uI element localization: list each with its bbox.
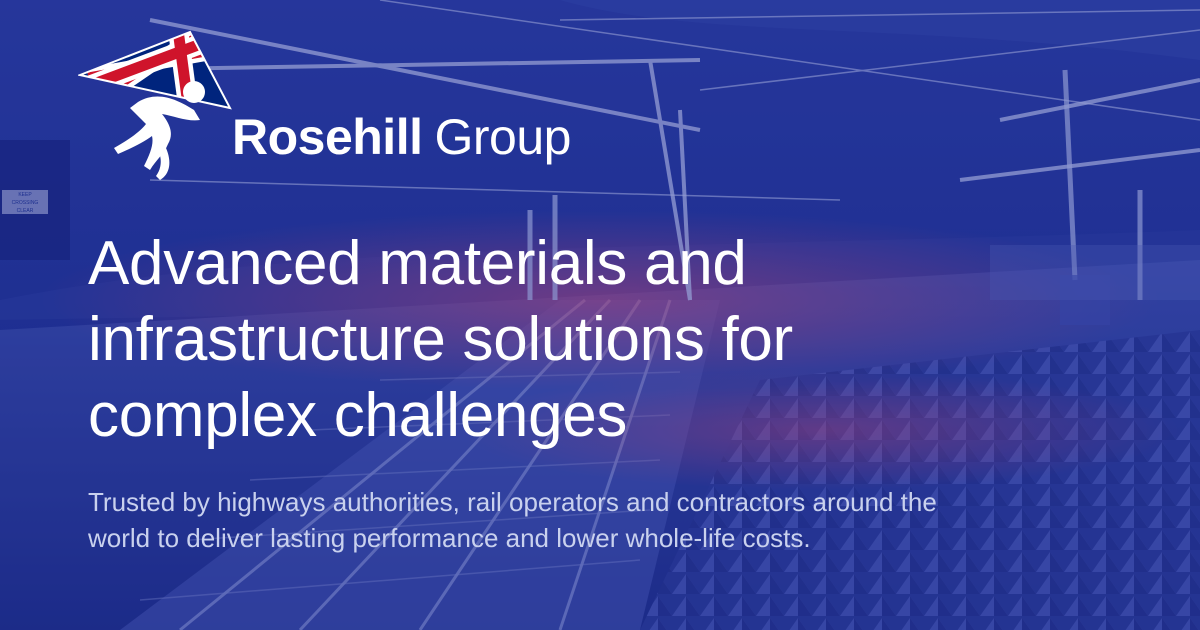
cloud-band [560,0,1200,60]
brand-name-light: Group [434,109,571,165]
crossing-sign [2,190,48,214]
light-streak [40,210,1160,390]
subtitle-line: Trusted by highways authorities, rail op… [88,487,937,517]
control-cabinet [1060,275,1110,325]
rosehill-logo[interactable]: Rosehill Group [78,30,638,190]
brand-name-bold: Rosehill [232,109,423,165]
brand-wordmark: Rosehill Group [232,108,571,166]
runner-figure [114,81,205,180]
fence [990,245,1200,300]
light-streak-2 [460,370,1180,490]
hero-subtitle: Trusted by highways authorities, rail op… [88,484,1148,556]
union-jack-kite-runner-icon [78,30,232,180]
headline-line: infrastructure solutions for [88,305,793,374]
headline-line: complex challenges [88,381,628,450]
crossing-sign-text-2: CROSSING [12,200,39,206]
crossing-sign-text-1: KEEP [18,192,32,198]
subtitle-line: world to deliver lasting performance and… [88,523,811,553]
hero-headline: Advanced materials and infrastructure so… [88,226,1148,454]
poles [527,69,1143,300]
headline-line: Advanced materials and [88,229,747,298]
catenary-wires [149,0,1200,201]
crossing-sign-text-3: CLEAR [17,208,34,214]
